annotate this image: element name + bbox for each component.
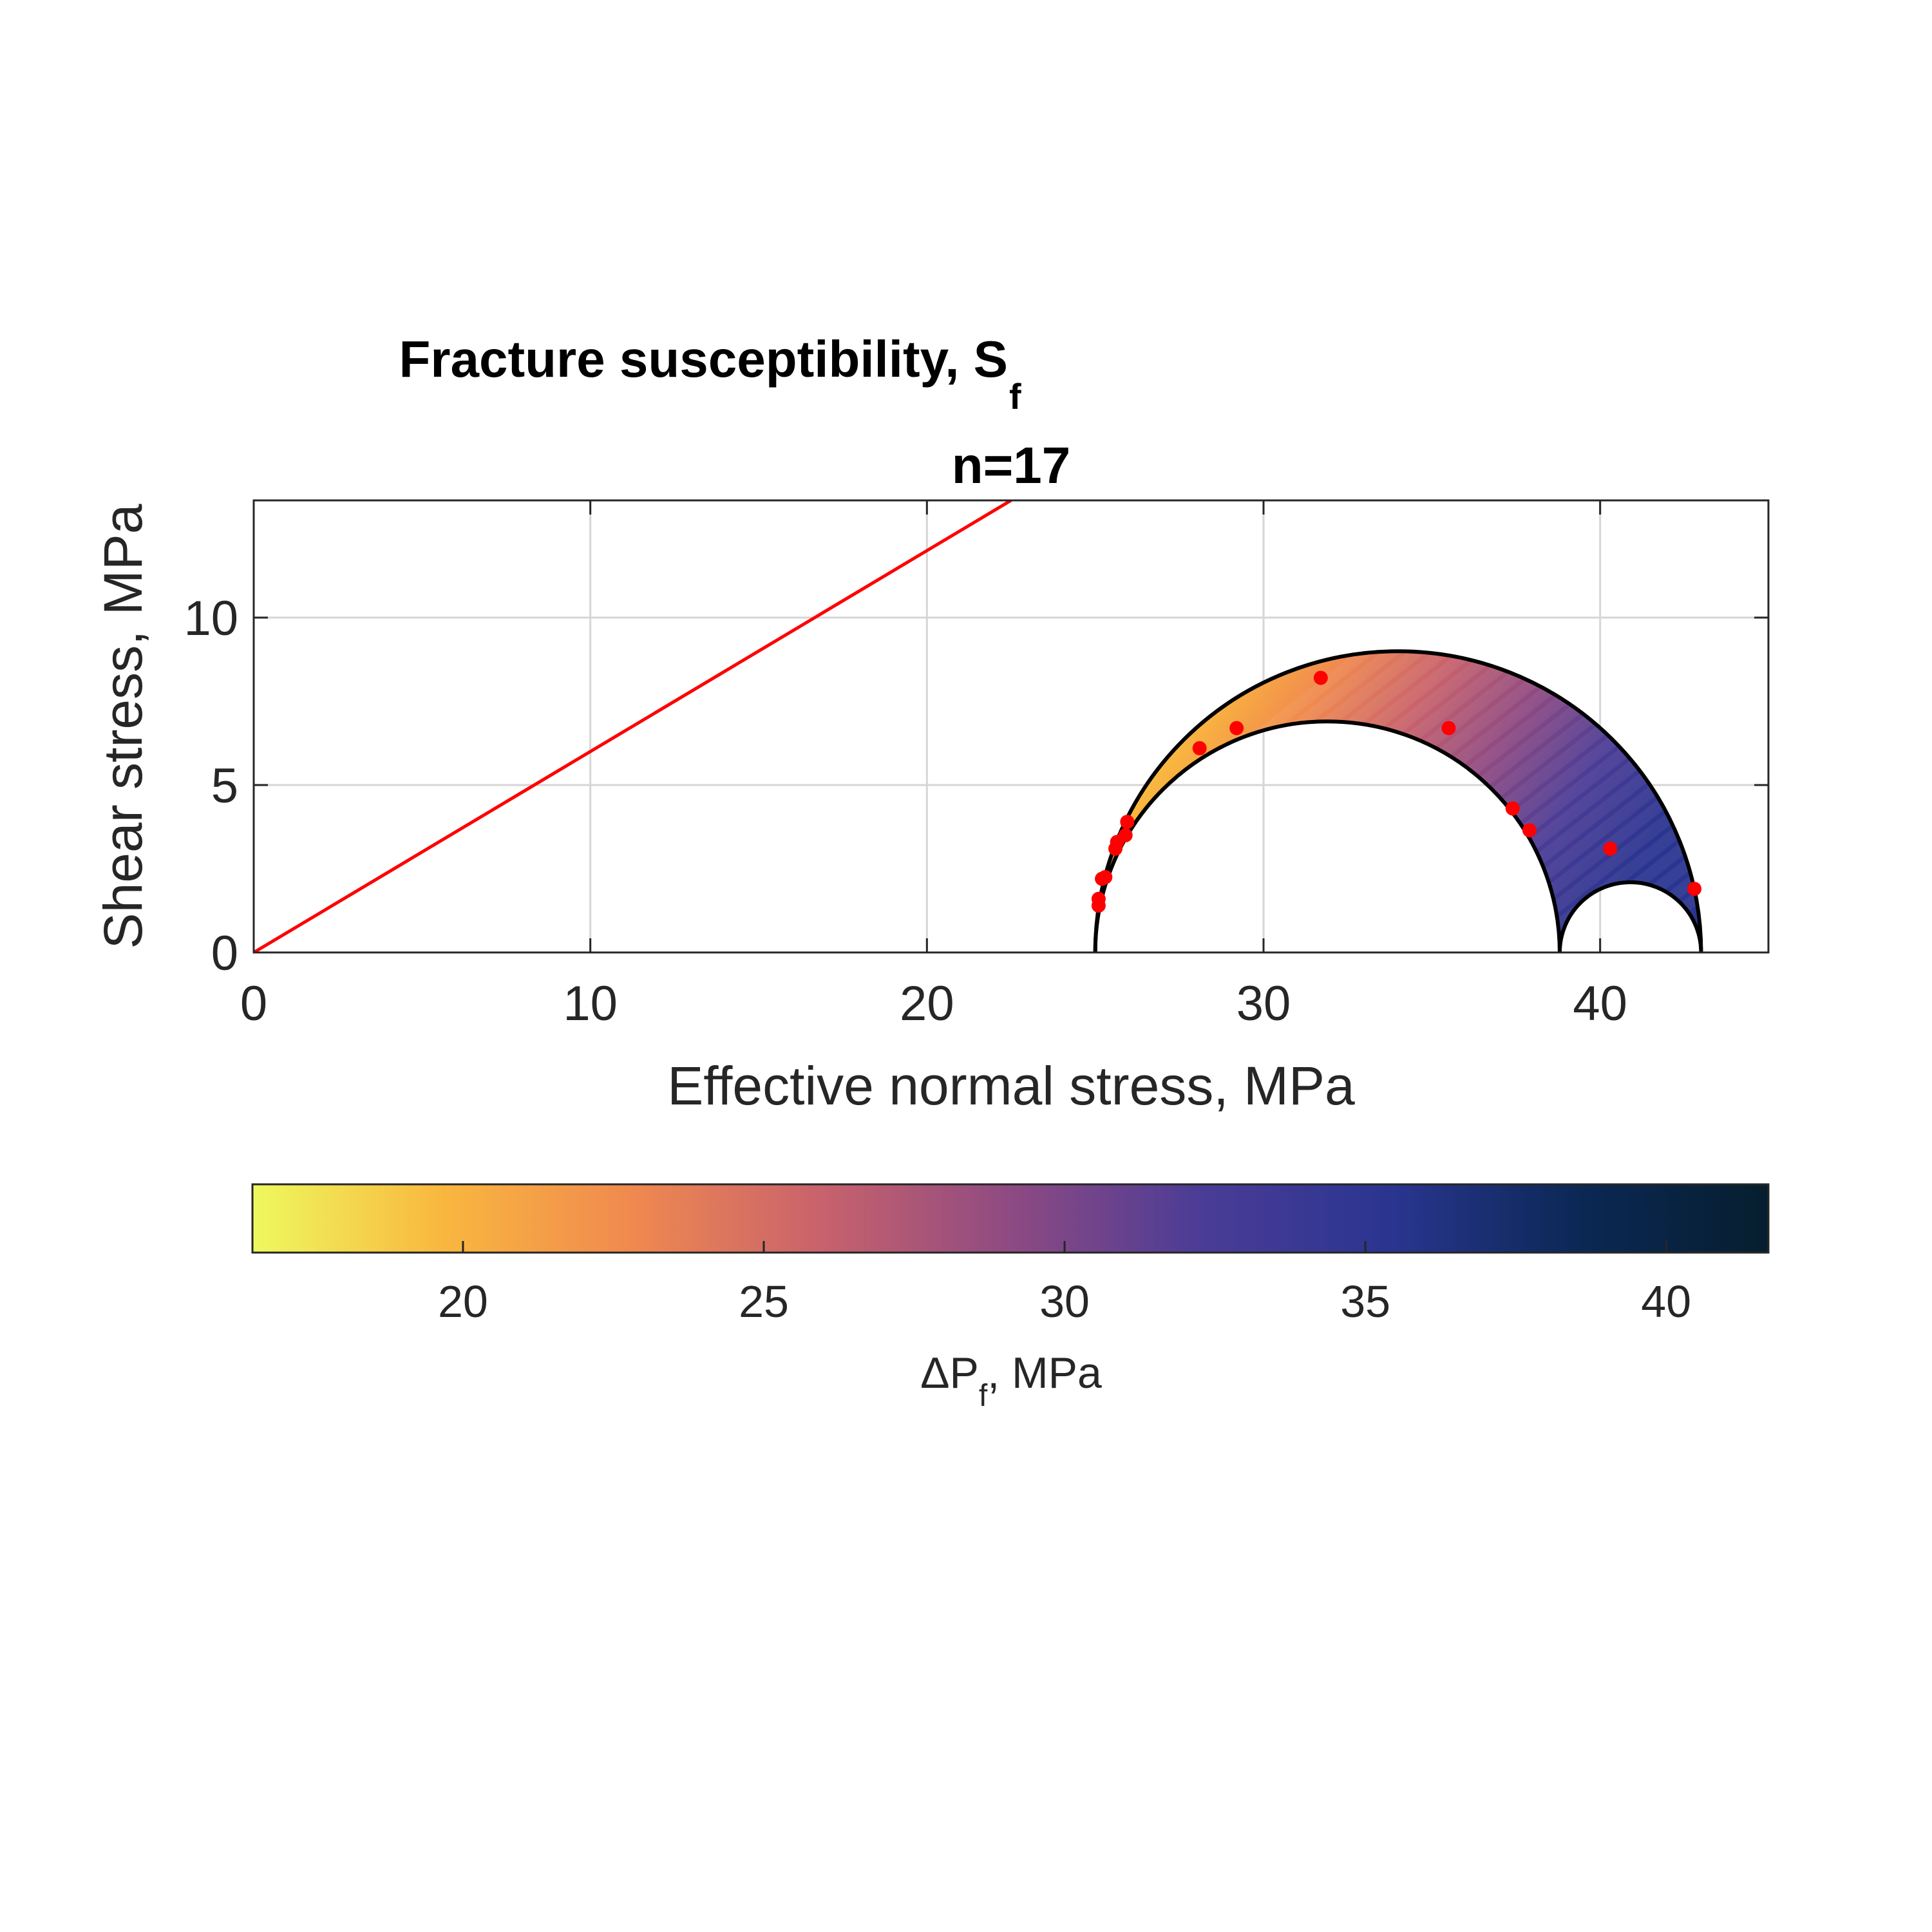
colorbar: 20 25 30 35 40 — [251, 1183, 1770, 1327]
x-tick-label: 0 — [240, 976, 267, 1031]
data-point — [1091, 891, 1106, 906]
colorbar-fill — [252, 1184, 1768, 1253]
chart-title-subscript: f — [1009, 376, 1021, 417]
colorbar-label-subscript: f — [979, 1379, 988, 1413]
data-point — [1313, 670, 1328, 685]
colorbar-tick-label: 40 — [1641, 1276, 1691, 1327]
y-axis-label: Shear stress, MPa — [93, 504, 153, 949]
x-tick-label: 10 — [563, 976, 618, 1031]
axis-ticks — [252, 500, 1768, 954]
data-point — [1229, 721, 1244, 735]
colorbar-frame — [251, 1183, 1770, 1254]
data-point — [1603, 841, 1618, 856]
x-tick-label: 40 — [1573, 976, 1627, 1031]
chart-title: Fracture susceptibility, S — [399, 330, 1008, 388]
data-point — [1192, 741, 1207, 755]
x-tick-labels: 0 10 20 30 40 — [240, 976, 1627, 1031]
y-tick-label: 0 — [211, 926, 238, 981]
x-axis-label: Effective normal stress, MPa — [667, 1056, 1355, 1116]
colorbar-tick-labels: 20 25 30 35 40 — [438, 1276, 1691, 1327]
y-tick-labels: 0 5 10 — [184, 591, 238, 981]
data-point — [1098, 870, 1113, 884]
y-tick-label: 5 — [211, 759, 238, 813]
y-tick-label: 10 — [184, 591, 238, 646]
mohr-circle-outer — [1093, 649, 1703, 952]
x-tick-label: 20 — [900, 976, 954, 1031]
x-tick-label: 30 — [1236, 976, 1291, 1031]
chart-subtitle: n=17 — [952, 437, 1071, 494]
data-point — [1120, 815, 1135, 829]
mohr-ring-fill — [1095, 651, 1701, 952]
plot-frame — [252, 499, 1770, 954]
colorbar-tick-label: 25 — [739, 1276, 789, 1327]
plot-area: 0 10 20 30 40 0 5 10 — [184, 499, 1770, 1031]
colorbar-ticks — [462, 1241, 1667, 1253]
data-points — [1091, 670, 1702, 913]
data-point — [1522, 823, 1537, 838]
failure-envelope-line — [254, 500, 1012, 952]
data-point — [1687, 882, 1702, 896]
colorbar-tick-label: 30 — [1039, 1276, 1090, 1327]
data-point — [1118, 828, 1133, 842]
colorbar-tick-label: 35 — [1340, 1276, 1390, 1327]
mohr-circle-inner-small — [1557, 880, 1703, 952]
colorbar-label: ΔPf, MPa — [920, 1349, 1102, 1413]
colorbar-label-suffix: , MPa — [987, 1349, 1102, 1397]
data-point — [1441, 721, 1456, 735]
colorbar-label-main: ΔP — [920, 1349, 979, 1397]
data-point — [1505, 801, 1520, 816]
colorbar-tick-label: 20 — [438, 1276, 488, 1327]
